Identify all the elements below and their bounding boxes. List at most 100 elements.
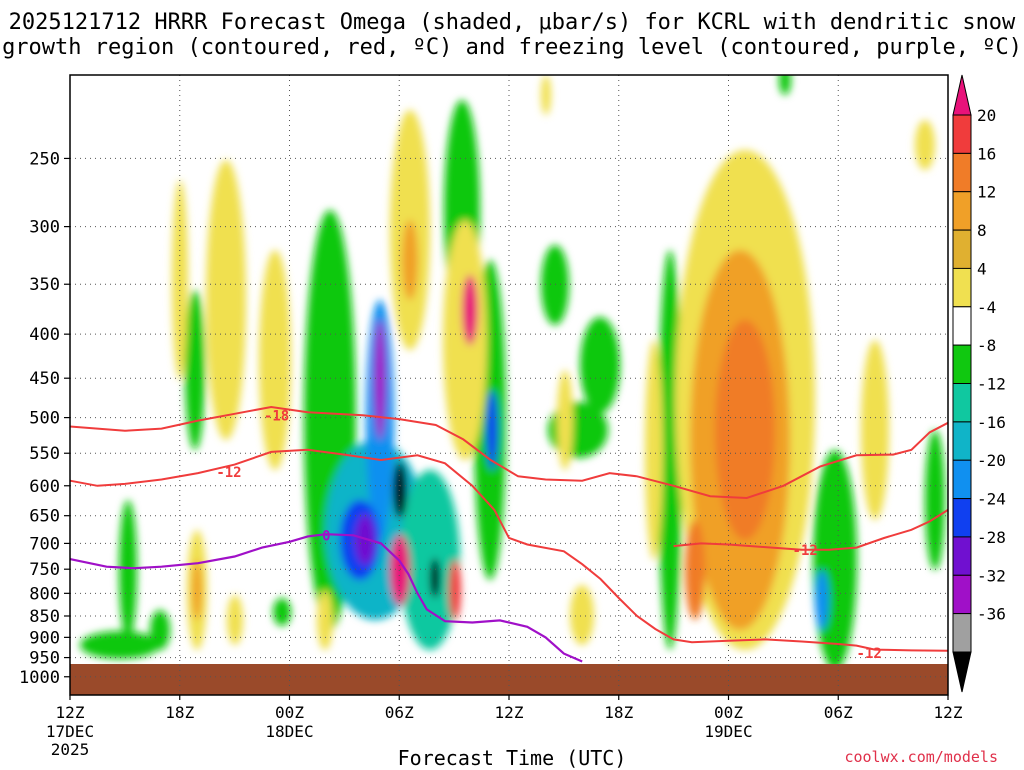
- x-axis-title: Forecast Time (UTC): [397, 746, 627, 770]
- x-tick-label: 06Z: [824, 703, 853, 722]
- x-tick-label: 18Z: [165, 703, 194, 722]
- colorbar-label: -4: [977, 298, 996, 317]
- colorbar-label: 4: [977, 259, 987, 278]
- x-tick-date-label: 18DEC: [265, 722, 313, 741]
- colorbar-swatch: [952, 306, 972, 346]
- x-tick-label: 00Z: [714, 703, 743, 722]
- shade-magenta: [462, 275, 478, 345]
- shade-red: [449, 560, 461, 620]
- shade-purple: [374, 320, 386, 440]
- y-tick-label: 700: [29, 534, 60, 554]
- shade-blue: [486, 390, 498, 470]
- shade-orange: [192, 560, 202, 620]
- colorbar-swatch: [952, 613, 972, 653]
- omega-shading: [80, 75, 945, 670]
- x-tick-label: 12Z: [934, 703, 963, 722]
- colorbar-label: -32: [977, 566, 1006, 585]
- shade-green: [150, 610, 170, 650]
- y-tick-label: 950: [29, 649, 60, 669]
- shade-yellow: [259, 250, 291, 470]
- colorbar-label: 12: [977, 183, 996, 202]
- colorbar-label: 8: [977, 221, 987, 240]
- x-tick-label: 12Z: [495, 703, 524, 722]
- colorbar-bottom-tip: [952, 651, 972, 693]
- colorbar-swatch: [952, 114, 972, 154]
- shade-orange: [685, 520, 705, 620]
- dgz-isotherm-label: -12: [216, 465, 241, 481]
- dgz-isotherm-line: [69, 448, 949, 652]
- colorbar-label: -36: [977, 605, 1006, 624]
- dgz-isotherm-contours: [69, 405, 949, 652]
- y-tick-label: 850: [29, 607, 60, 627]
- shade-green: [658, 250, 682, 650]
- dgz-isotherm-line: [69, 405, 949, 500]
- dgz-isotherm-line: [673, 509, 949, 551]
- shade-black: [430, 558, 440, 598]
- freezing-level-line: [69, 533, 583, 663]
- colorbar-label: -24: [977, 490, 1006, 509]
- shade-yellow: [570, 585, 594, 645]
- y-tick-label: 300: [29, 218, 60, 238]
- colorbar-label: -28: [977, 528, 1006, 547]
- surface-terrain: [70, 664, 948, 695]
- contour-labels: -18 -12 -12 -12 0: [216, 408, 882, 662]
- shade-black: [393, 462, 407, 518]
- colorbar: 20 16 12 8 4 -4 -8 -12 -16 -20 -24 -28 -32 -36: [952, 74, 1006, 693]
- y-tick-label: 650: [29, 507, 60, 527]
- dgz-isotherm-label: -18: [264, 408, 289, 424]
- shade-green: [119, 500, 137, 640]
- y-tick-label: 450: [29, 369, 60, 389]
- x-tick-date-label: 19DEC: [704, 722, 752, 741]
- shade-yellow: [227, 595, 243, 645]
- shade-green: [779, 75, 791, 95]
- colorbar-label: -16: [977, 413, 1006, 432]
- colorbar-swatch: [952, 152, 972, 193]
- y-tick-label: 600: [29, 477, 60, 497]
- x-tick-year-label: 2025: [51, 740, 90, 759]
- x-tick-label: 06Z: [385, 703, 414, 722]
- shade-cyan: [400, 470, 460, 650]
- colorbar-swatch: [952, 344, 972, 385]
- shade-yellow: [541, 75, 551, 115]
- colorbar-label: -12: [977, 375, 1006, 394]
- colorbar-swatch: [952, 191, 972, 231]
- shade-green: [541, 245, 569, 325]
- y-tick-label: 400: [29, 325, 60, 345]
- y-tick-label: 350: [29, 275, 60, 295]
- colorbar-label: -20: [977, 451, 1006, 470]
- colorbar-swatch: [952, 459, 972, 500]
- shade-yellow: [443, 220, 487, 460]
- colorbar-top-tip: [952, 74, 972, 116]
- shade-yellow: [915, 120, 935, 170]
- x-tick-label: 00Z: [275, 703, 304, 722]
- shade-green: [925, 430, 945, 570]
- y-tick-label: 500: [29, 409, 60, 429]
- shade-green: [185, 290, 205, 450]
- shade-green: [548, 402, 608, 458]
- colorbar-swatch: [952, 536, 972, 576]
- x-tick-date-label: 17DEC: [46, 722, 94, 741]
- y-tick-label: 250: [29, 149, 60, 169]
- shade-purple: [355, 515, 375, 565]
- colorbar-swatch: [952, 267, 972, 308]
- shade-yellow: [317, 590, 333, 650]
- colorbar-label: -8: [977, 336, 996, 355]
- shade-blue: [815, 570, 829, 630]
- shade-orange: [715, 320, 775, 540]
- shade-magenta: [390, 535, 410, 605]
- colorbar-label: 20: [977, 106, 996, 125]
- shade-green: [273, 598, 291, 626]
- freezing-level-contour: [69, 533, 583, 663]
- freezing-level-label: 0: [322, 528, 330, 544]
- chart-title-line2: growth region (contoured, red, ºC) and f…: [2, 35, 1022, 60]
- colorbar-swatch: [952, 498, 972, 538]
- shade-yellow: [557, 370, 573, 470]
- colorbar-label: 16: [977, 144, 996, 163]
- y-tick-label: 1000: [19, 668, 60, 688]
- shade-orange: [402, 220, 418, 300]
- site-credit[interactable]: coolwx.com/models: [844, 748, 998, 766]
- shade-green: [80, 631, 160, 659]
- dgz-isotherm-label: -12: [857, 646, 882, 662]
